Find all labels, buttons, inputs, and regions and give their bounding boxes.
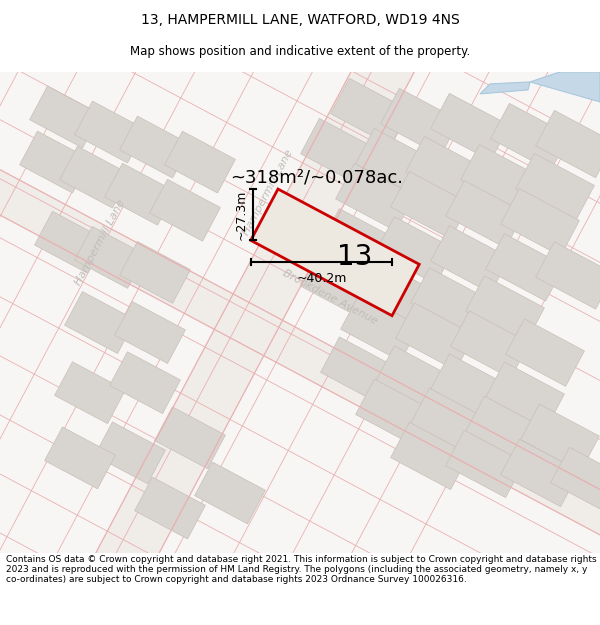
Polygon shape	[341, 294, 419, 361]
Text: 13, HAMPERMILL LANE, WATFORD, WD19 4NS: 13, HAMPERMILL LANE, WATFORD, WD19 4NS	[140, 13, 460, 27]
Polygon shape	[521, 404, 599, 471]
Polygon shape	[20, 131, 91, 193]
Polygon shape	[59, 146, 130, 208]
Polygon shape	[376, 346, 454, 413]
Text: Hampermill Lane: Hampermill Lane	[73, 198, 127, 287]
Text: ~27.3m: ~27.3m	[235, 189, 248, 240]
Polygon shape	[410, 388, 490, 456]
Text: Hampermill Lane: Hampermill Lane	[241, 148, 295, 237]
Polygon shape	[395, 303, 475, 370]
Polygon shape	[0, 0, 562, 625]
Polygon shape	[301, 251, 379, 318]
Polygon shape	[155, 407, 226, 469]
Polygon shape	[551, 448, 600, 514]
Polygon shape	[194, 462, 265, 524]
Polygon shape	[119, 116, 190, 178]
Polygon shape	[356, 259, 434, 326]
Polygon shape	[500, 189, 580, 256]
Polygon shape	[431, 354, 509, 421]
Polygon shape	[380, 88, 460, 156]
Text: ~318m²/~0.078ac.: ~318m²/~0.078ac.	[230, 168, 403, 186]
Polygon shape	[446, 430, 524, 498]
Polygon shape	[515, 154, 595, 221]
Polygon shape	[536, 111, 600, 178]
Text: 13: 13	[337, 243, 373, 271]
Polygon shape	[506, 319, 584, 386]
Polygon shape	[35, 211, 106, 273]
Polygon shape	[356, 379, 434, 446]
Polygon shape	[164, 131, 235, 193]
Polygon shape	[461, 144, 539, 212]
Polygon shape	[480, 82, 530, 94]
Polygon shape	[376, 217, 454, 284]
Polygon shape	[320, 209, 400, 276]
Polygon shape	[466, 396, 544, 464]
Polygon shape	[391, 422, 469, 489]
Polygon shape	[65, 292, 136, 354]
Polygon shape	[149, 179, 220, 241]
Polygon shape	[119, 241, 190, 303]
Polygon shape	[406, 136, 484, 204]
Polygon shape	[134, 477, 205, 539]
Polygon shape	[104, 163, 175, 225]
Polygon shape	[74, 226, 145, 288]
Polygon shape	[500, 439, 580, 507]
Polygon shape	[335, 164, 415, 231]
Polygon shape	[301, 118, 379, 186]
Polygon shape	[491, 103, 569, 171]
Polygon shape	[55, 362, 125, 424]
Text: Contains OS data © Crown copyright and database right 2021. This information is : Contains OS data © Crown copyright and d…	[6, 554, 596, 584]
Polygon shape	[536, 242, 600, 309]
Polygon shape	[431, 93, 509, 161]
Polygon shape	[115, 302, 185, 364]
Polygon shape	[485, 234, 565, 301]
Polygon shape	[451, 311, 529, 378]
Polygon shape	[446, 181, 524, 248]
Text: ~40.2m: ~40.2m	[296, 272, 347, 286]
Polygon shape	[331, 78, 409, 146]
Polygon shape	[110, 352, 181, 414]
Polygon shape	[95, 422, 166, 484]
Polygon shape	[410, 268, 490, 335]
Polygon shape	[74, 101, 145, 163]
Polygon shape	[251, 189, 419, 316]
Polygon shape	[466, 276, 544, 343]
Polygon shape	[356, 128, 434, 196]
Polygon shape	[44, 427, 115, 489]
Polygon shape	[485, 362, 565, 429]
Polygon shape	[29, 86, 100, 148]
Text: Map shows position and indicative extent of the property.: Map shows position and indicative extent…	[130, 45, 470, 58]
Polygon shape	[320, 337, 400, 404]
Polygon shape	[391, 171, 469, 239]
Polygon shape	[431, 226, 509, 293]
Text: Brookdene Avenue: Brookdene Avenue	[281, 268, 379, 327]
Polygon shape	[530, 72, 600, 102]
